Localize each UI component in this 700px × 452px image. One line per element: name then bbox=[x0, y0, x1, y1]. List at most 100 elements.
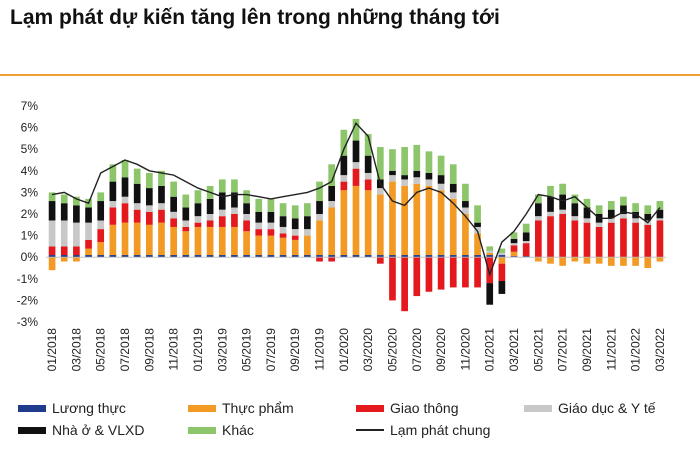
bar-segment bbox=[401, 175, 408, 180]
bar-segment bbox=[243, 190, 250, 204]
bar-segment bbox=[522, 256, 530, 258]
x-tick-label: 09/2020 bbox=[434, 328, 448, 372]
bar-segment bbox=[401, 179, 408, 186]
bar-segment bbox=[109, 201, 117, 208]
bar-segment bbox=[109, 181, 117, 202]
bar-segment bbox=[133, 183, 141, 204]
bar-segment bbox=[535, 220, 542, 258]
bar-segment bbox=[522, 223, 530, 233]
x-tick-label: 07/2020 bbox=[410, 328, 424, 372]
bar-segment bbox=[133, 255, 141, 258]
bar-segment bbox=[462, 201, 469, 208]
y-tick-label: -3% bbox=[17, 315, 39, 329]
bar-segment bbox=[316, 257, 323, 262]
bar-segment bbox=[425, 179, 433, 186]
bar-segment bbox=[389, 257, 396, 301]
bar-segment bbox=[462, 257, 469, 288]
x-tick-label: 01/2018 bbox=[45, 328, 59, 372]
bar-segment bbox=[437, 190, 445, 256]
bar-segment bbox=[73, 255, 80, 258]
bar-segment bbox=[449, 198, 457, 256]
bar-segment bbox=[48, 192, 56, 202]
bar-segment bbox=[583, 207, 591, 219]
bar-segment bbox=[559, 183, 567, 195]
bar-segment bbox=[267, 222, 275, 230]
bar-segment bbox=[121, 255, 129, 258]
bar-segment bbox=[340, 129, 348, 156]
bar-segment bbox=[279, 237, 287, 256]
bar-segment bbox=[121, 196, 129, 204]
bar-segment bbox=[291, 235, 299, 240]
legend-item-giao-duc-y-te: Giáo dục & Y tế bbox=[524, 400, 656, 416]
bar-segment bbox=[48, 255, 56, 258]
x-tick-label: 11/2021 bbox=[604, 328, 618, 371]
bar-segment bbox=[425, 255, 433, 258]
bar-segment bbox=[243, 203, 250, 214]
x-tick-label: 09/2021 bbox=[580, 328, 594, 372]
legend-swatch bbox=[18, 404, 46, 412]
bar-segment bbox=[243, 255, 250, 258]
bar-segment bbox=[620, 196, 627, 206]
legend-swatch bbox=[188, 404, 216, 412]
x-tick-label: 05/2021 bbox=[531, 328, 545, 372]
bar-segment bbox=[133, 203, 141, 210]
bar-segment bbox=[255, 255, 263, 258]
bar-segment bbox=[158, 203, 165, 210]
bar-segment bbox=[413, 257, 421, 297]
bar-segment bbox=[449, 164, 457, 184]
bar-segment bbox=[425, 257, 433, 292]
bar-segment bbox=[607, 257, 615, 266]
bar-segment bbox=[583, 218, 591, 223]
bar-segment bbox=[279, 226, 287, 234]
bar-segment bbox=[510, 245, 518, 252]
y-tick-label: 2% bbox=[21, 207, 39, 221]
bar-segment bbox=[316, 255, 323, 258]
bar-segment bbox=[656, 201, 664, 210]
bar-segment bbox=[255, 229, 263, 236]
bar-segment bbox=[133, 209, 141, 223]
bar-segment bbox=[231, 226, 238, 256]
bar-segment bbox=[170, 218, 177, 227]
bar-segment bbox=[182, 220, 190, 227]
bar-segment bbox=[109, 164, 117, 182]
x-tick-label: 07/2019 bbox=[264, 328, 278, 372]
bar-segment bbox=[218, 255, 226, 258]
bar-segment bbox=[243, 214, 250, 221]
y-tick-label: 6% bbox=[21, 121, 39, 135]
bar-segment bbox=[85, 248, 92, 256]
bar-segment bbox=[279, 255, 287, 258]
bar-segment bbox=[243, 231, 250, 256]
bar-segment bbox=[291, 218, 299, 230]
bar-segment bbox=[401, 147, 408, 176]
x-tick-label: 03/2018 bbox=[69, 328, 83, 372]
x-tick-label: 03/2019 bbox=[215, 328, 229, 372]
bar-segment bbox=[547, 196, 554, 212]
bar-segment bbox=[267, 198, 275, 212]
bar-segment bbox=[486, 283, 494, 305]
bar-segment bbox=[316, 214, 323, 221]
bar-segment bbox=[73, 205, 80, 223]
bar-segment bbox=[48, 220, 56, 247]
bar-segment bbox=[48, 257, 56, 271]
overall-inflation-line bbox=[51, 122, 661, 277]
bar-segment bbox=[206, 226, 214, 256]
y-tick-label: -2% bbox=[17, 293, 39, 307]
bar-segment bbox=[535, 216, 542, 221]
bar-segment bbox=[218, 216, 226, 227]
bar-segment bbox=[145, 188, 153, 206]
bar-segment bbox=[632, 203, 639, 212]
bar-segment bbox=[206, 198, 214, 214]
bar-segment bbox=[607, 222, 615, 258]
bar-segment bbox=[85, 255, 92, 258]
bar-segment bbox=[462, 255, 469, 258]
bar-segment bbox=[364, 155, 372, 173]
bar-segment bbox=[97, 201, 105, 221]
bar-segment bbox=[389, 181, 396, 256]
x-tick-label: 01/2021 bbox=[483, 328, 497, 372]
bar-segment bbox=[218, 209, 226, 217]
bar-segment bbox=[145, 172, 153, 189]
bar-segment bbox=[413, 177, 421, 184]
bar-segment bbox=[133, 222, 141, 256]
bar-segment bbox=[291, 255, 299, 258]
legend-item-thuc-pham: Thực phẩm bbox=[188, 400, 294, 416]
